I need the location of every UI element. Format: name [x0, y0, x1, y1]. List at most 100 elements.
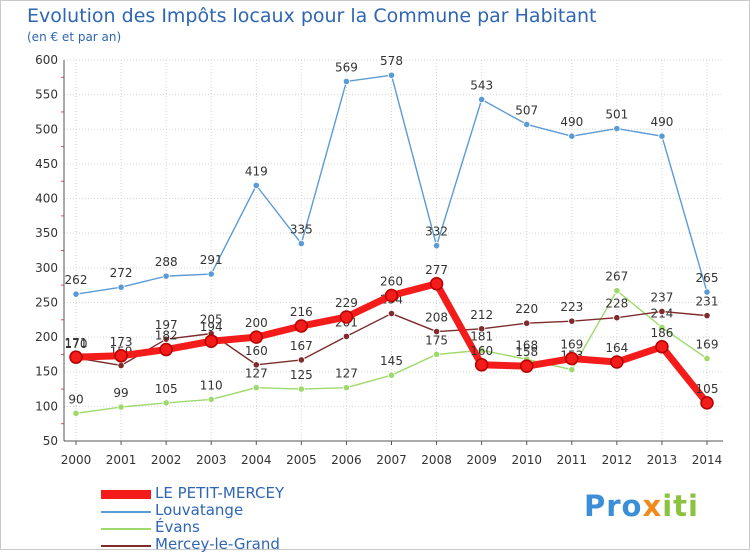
data-label-mercey-le-grand-2003: 205	[200, 313, 223, 327]
legend-swatch-louvatange	[101, 511, 151, 513]
data-point-louvatange-2000	[72, 290, 80, 298]
chart-legend: LE PETIT-MERCEY Louvatange Évans Mercey-…	[101, 484, 361, 554]
data-label--vans-2006: 127	[335, 367, 358, 381]
data-label-le-petit-mercey-2002: 182	[155, 329, 178, 343]
data-label-louvatange-2006: 569	[335, 60, 358, 74]
data-point-le-petit-mercey-2012	[610, 355, 624, 369]
data-point-mercey-le-grand-2012	[613, 314, 621, 322]
y-tick-label-550: 550	[35, 88, 58, 102]
data-label-mercey-le-grand-2009: 212	[470, 308, 493, 322]
x-tick-label-2007: 2007	[376, 453, 407, 467]
legend-label-louvatange: Louvatange	[155, 501, 244, 519]
data-point-mercey-le-grand-2008	[432, 327, 441, 336]
data-label--vans-2000: 90	[68, 392, 83, 406]
data-label-mercey-le-grand-2012: 228	[605, 297, 628, 311]
data-label--vans-2003: 110	[200, 378, 223, 392]
data-point-le-petit-mercey-2001	[114, 349, 128, 363]
data-point-le-petit-mercey-2006	[339, 310, 354, 324]
data-point--vans-2012	[613, 287, 621, 295]
data-label-louvatange-2012: 501	[605, 108, 628, 122]
data-label-le-petit-mercey-2003: 194	[200, 320, 223, 334]
data-point-le-petit-mercey-2005	[294, 319, 309, 333]
data-label--vans-2005: 125	[290, 368, 313, 382]
legend-swatch-evans	[101, 528, 151, 530]
legend-item-louvatange: Louvatange	[101, 501, 361, 520]
legend-item-evans: Évans	[101, 518, 361, 537]
y-tick-label-300: 300	[35, 261, 58, 275]
data-label-louvatange-2001: 272	[110, 266, 133, 280]
data-point--vans-2011	[568, 366, 576, 374]
data-point-mercey-le-grand-2009	[478, 325, 486, 333]
x-tick-label-2000: 2000	[61, 453, 92, 467]
data-point--vans-2003	[207, 395, 215, 404]
data-point-le-petit-mercey-2010	[519, 359, 534, 373]
legend-label-mercey-le-grand: Mercey-le-Grand	[155, 535, 280, 553]
data-label-mercey-le-grand-2000: 170	[65, 337, 88, 351]
legend-swatch-mercey-le-grand	[101, 545, 151, 547]
data-label-louvatange-2010: 507	[515, 103, 538, 117]
y-tick-label-500: 500	[35, 122, 58, 136]
data-label-le-petit-mercey-2006: 229	[335, 296, 358, 310]
data-point-mercey-le-grand-2010	[523, 319, 531, 327]
data-label-mercey-le-grand-2011: 223	[560, 300, 583, 314]
data-point-mercey-le-grand-2006	[342, 332, 351, 340]
data-label-le-petit-mercey-2004: 200	[245, 316, 268, 330]
data-point-le-petit-mercey-2003	[204, 334, 218, 348]
chart-title: Evolution des Impôts locaux pour la Comm…	[27, 5, 597, 27]
data-point-le-petit-mercey-2004	[249, 330, 264, 344]
data-label-mercey-le-grand-2008: 208	[425, 311, 448, 325]
data-point-louvatange-2004	[252, 181, 260, 189]
data-label--vans-2008: 175	[425, 333, 448, 347]
x-tick-label-2012: 2012	[602, 453, 633, 467]
y-tick-label-150: 150	[35, 365, 58, 379]
data-point-louvatange-2006	[342, 77, 351, 86]
data-point-mercey-le-grand-2011	[568, 317, 576, 325]
x-tick-label-2011: 2011	[557, 453, 588, 467]
data-point--vans-2000	[72, 409, 80, 417]
x-tick-label-2002: 2002	[151, 453, 182, 467]
data-point-le-petit-mercey-2007	[384, 288, 399, 303]
y-tick-label-100: 100	[35, 399, 58, 413]
x-tick-label-2004: 2004	[241, 453, 272, 467]
data-point--vans-2013	[658, 323, 666, 331]
data-label-louvatange-2014: 265	[696, 271, 719, 285]
data-point--vans-2014	[703, 354, 711, 363]
data-point-le-petit-mercey-2013	[655, 340, 669, 354]
data-label--vans-2009: 181	[470, 329, 493, 343]
data-point-le-petit-mercey-2011	[565, 351, 579, 366]
data-label-mercey-le-grand-2014: 231	[696, 295, 719, 309]
data-point--vans-2001	[117, 403, 125, 411]
data-label-le-petit-mercey-2000: 171	[65, 336, 88, 350]
data-point--vans-2005	[297, 385, 305, 393]
data-label-le-petit-mercey-2010: 158	[515, 345, 538, 359]
data-label-le-petit-mercey-2008: 277	[425, 263, 448, 277]
data-point-mercey-le-grand-2007	[387, 309, 396, 318]
data-label--vans-2002: 105	[155, 382, 178, 396]
data-label-le-petit-mercey-2001: 173	[110, 335, 133, 349]
data-label-louvatange-2013: 490	[650, 115, 673, 129]
y-tick-label-250: 250	[35, 295, 58, 309]
chart-subtitle: (en € et par an)	[27, 30, 122, 44]
legend-label-evans: Évans	[155, 518, 200, 536]
data-point-le-petit-mercey-2014	[700, 396, 714, 410]
y-tick-label-350: 350	[35, 226, 58, 240]
data-point-le-petit-mercey-2009	[474, 358, 489, 372]
data-label-louvatange-2003: 291	[200, 253, 223, 267]
data-label-louvatange-2002: 288	[155, 255, 178, 269]
data-point-louvatange-2009	[478, 95, 486, 104]
legend-label-le-petit-mercey: LE PETIT-MERCEY	[155, 484, 285, 502]
data-point-le-petit-mercey-2002	[159, 342, 173, 357]
y-tick-label-400: 400	[35, 192, 58, 206]
data-point-louvatange-2010	[523, 120, 531, 129]
x-tick-label-2006: 2006	[331, 453, 362, 467]
data-label-mercey-le-grand-2013: 237	[650, 290, 673, 304]
data-point-mercey-le-grand-2002	[162, 335, 170, 343]
x-tick-label-2008: 2008	[421, 453, 452, 467]
data-label-le-petit-mercey-2013: 186	[650, 326, 673, 340]
data-label--vans-2004: 127	[245, 367, 268, 381]
data-point-louvatange-2008	[432, 242, 441, 250]
data-label-louvatange-2009: 543	[470, 78, 493, 92]
data-point-louvatange-2013	[658, 132, 666, 140]
